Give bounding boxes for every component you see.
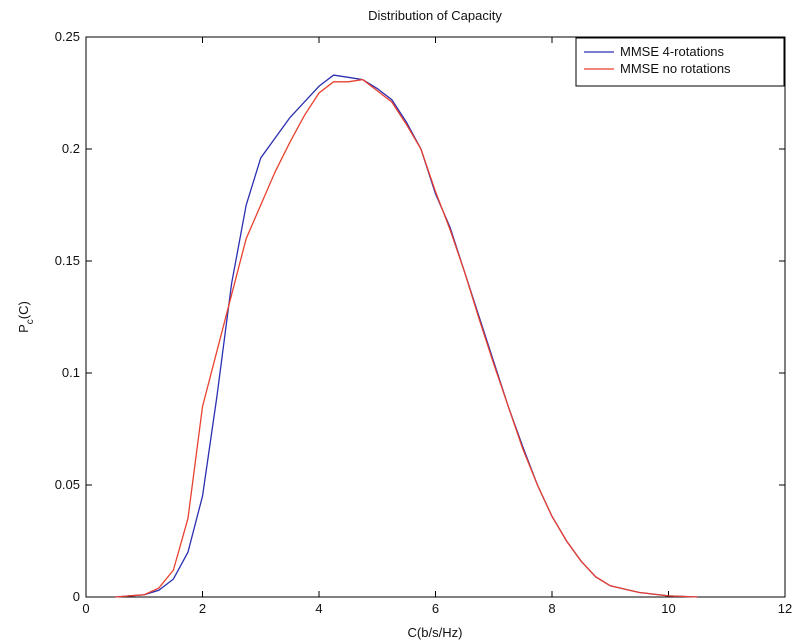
y-axis-label: Pc(C) [16, 301, 36, 333]
legend-box [575, 37, 785, 87]
y-label-part: P [16, 324, 31, 333]
y-tick-label: 0.2 [62, 141, 80, 156]
x-tick-label: 10 [661, 601, 675, 616]
y-tick-label: 0.25 [55, 29, 80, 44]
x-tick-label: 12 [778, 601, 792, 616]
legend-label: MMSE 4-rotations [620, 44, 725, 59]
y-tick-label: 0.15 [55, 253, 80, 268]
series-line [115, 78, 698, 598]
x-tick-label: 6 [432, 601, 439, 616]
chart-title: Distribution of Capacity [368, 8, 502, 23]
x-tick-label: 0 [82, 601, 89, 616]
x-axis-label: C(b/s/Hz) [408, 625, 463, 640]
x-tick-label: 2 [199, 601, 206, 616]
y-tick-label: 0.05 [55, 477, 80, 492]
plot-frame [85, 36, 786, 598]
y-tick-label: 0.1 [62, 365, 80, 380]
y-label-part: (C) [16, 301, 31, 319]
legend-label: MMSE no rotations [620, 61, 731, 76]
series-line [115, 74, 698, 598]
y-label-sub: c [25, 319, 36, 324]
x-tick-label: 4 [315, 601, 322, 616]
y-tick-label: 0 [73, 589, 80, 604]
x-tick-label: 8 [548, 601, 555, 616]
